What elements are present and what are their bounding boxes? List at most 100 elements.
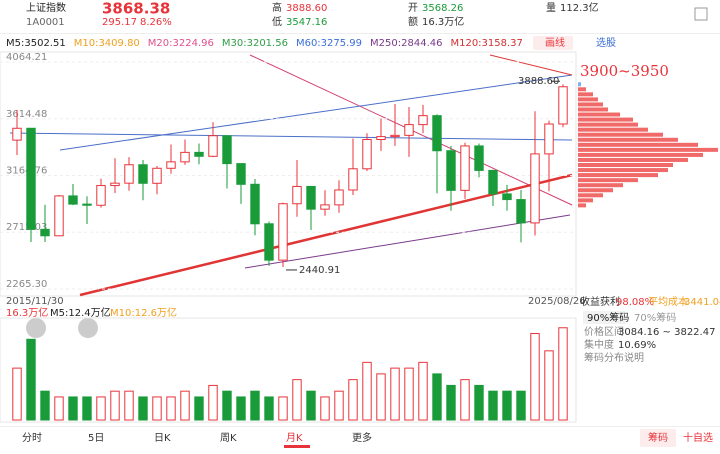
volume-bar	[26, 338, 36, 421]
candle-body	[180, 151, 190, 163]
candle-body	[558, 86, 568, 125]
draw-button[interactable]	[533, 36, 573, 50]
volume-bar	[194, 396, 204, 421]
ma-label: M10:3409.80	[74, 38, 140, 49]
period-tab[interactable]: 周K	[220, 432, 237, 444]
label: 量	[546, 2, 556, 14]
period-tab[interactable]: 分时	[22, 432, 42, 444]
chip-tab[interactable]: 90%筹码	[587, 311, 629, 324]
conc: 10.69%	[618, 340, 656, 351]
volume-bar	[124, 390, 134, 421]
volume-label: 16.3万亿	[6, 306, 48, 319]
volume-bar	[544, 350, 554, 421]
label: 额	[408, 15, 418, 28]
chip-button-label[interactable]: 筹码	[648, 431, 668, 444]
volume-bar	[334, 390, 344, 421]
period-tab[interactable]: 月K	[286, 432, 303, 444]
chip-help[interactable]: 筹码分布说明	[584, 351, 644, 364]
next-button[interactable]	[78, 318, 98, 338]
chip-bar	[578, 183, 623, 188]
ma-label: M250:2844.46	[370, 38, 442, 49]
label: 开	[408, 3, 418, 14]
candle-body	[26, 127, 36, 230]
candle-body	[530, 153, 540, 224]
chip-tab[interactable]: 70%筹码	[634, 311, 676, 324]
candle-body	[390, 134, 400, 138]
draw-button-label[interactable]: 画线	[545, 36, 565, 49]
label: 低	[272, 15, 282, 28]
volume-ma10: M10:12.6万亿	[110, 306, 177, 319]
index-name: 上证指数	[26, 1, 66, 14]
volume-frame	[0, 317, 577, 423]
volume-bar	[152, 396, 162, 421]
candle-body	[306, 185, 316, 210]
settings-icon[interactable]	[694, 7, 708, 21]
cost-label: 平均成本	[648, 295, 688, 308]
volume-bar	[166, 396, 176, 421]
candle-body	[166, 161, 176, 169]
index-code: 1A0001	[26, 17, 65, 28]
chip-bar	[578, 163, 673, 168]
chip-bar	[578, 112, 620, 117]
prev-button[interactable]	[26, 318, 46, 338]
chip-bar	[578, 203, 586, 208]
candle-body	[40, 228, 50, 237]
volume-bar	[208, 384, 218, 421]
chip-bar	[578, 127, 648, 132]
period-tab[interactable]: 更多	[352, 431, 372, 444]
chip-bar	[578, 198, 593, 203]
volume-bar	[250, 390, 260, 421]
candle-body	[54, 195, 64, 237]
candle-body	[138, 164, 148, 184]
amount: 16.3万亿	[422, 15, 464, 28]
watchlist-button[interactable]: 十自选	[683, 431, 713, 444]
chip-bar	[578, 193, 603, 198]
candle-body	[488, 169, 498, 195]
chip-button[interactable]	[640, 429, 676, 447]
volume-bar	[12, 367, 22, 421]
period-tab[interactable]: 5日	[88, 433, 104, 444]
tab-indicator	[284, 445, 310, 448]
chip-bar	[578, 188, 613, 193]
period-tab[interactable]: 日K	[154, 433, 171, 444]
candle-body	[222, 135, 232, 165]
candle-body	[404, 124, 414, 136]
candle-body	[432, 115, 442, 152]
volume-bar	[516, 390, 526, 421]
volume-bar	[40, 390, 50, 421]
trend-line	[489, 54, 573, 76]
candle-body	[82, 203, 92, 206]
chip-bar	[578, 132, 663, 137]
chip-tab-bg[interactable]	[583, 311, 625, 324]
candle-body	[194, 151, 204, 157]
candle-body	[208, 135, 218, 157]
divider	[0, 33, 720, 34]
volume-bar	[530, 333, 540, 421]
chip-bar	[578, 97, 598, 102]
volume-bar	[110, 390, 120, 421]
volume-bar	[96, 396, 106, 421]
volume-bar	[292, 379, 302, 421]
volume-bar	[180, 390, 190, 421]
chip-bar	[578, 173, 658, 178]
candle-body	[334, 189, 344, 206]
ma-label: M5:3502.51	[6, 38, 66, 49]
volume-bar	[460, 379, 470, 421]
volume-bar	[446, 384, 456, 421]
chip-bar	[578, 117, 633, 122]
candle-body	[68, 195, 78, 205]
conc-label: 集中度	[584, 338, 614, 351]
candle-body	[544, 123, 554, 155]
volume-bar	[320, 396, 330, 421]
candle-body	[96, 185, 106, 206]
volume-bar	[306, 390, 316, 421]
volume-bar	[418, 361, 428, 421]
chip-tab[interactable]: 选股	[596, 36, 616, 49]
volume-bar	[82, 396, 92, 421]
volume-bar	[54, 396, 64, 421]
volume-bar	[432, 373, 442, 421]
y-tick-label: 3614.48	[6, 109, 47, 120]
candle-body	[292, 185, 302, 205]
chip-bar	[578, 152, 703, 157]
